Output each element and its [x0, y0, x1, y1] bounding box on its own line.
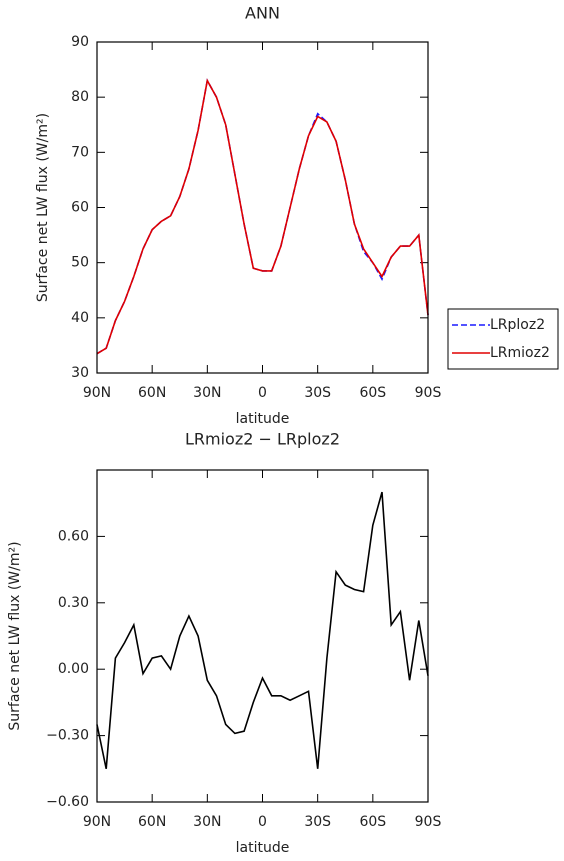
y-tick-label: 80	[71, 89, 89, 105]
x-tick-label: 30S	[304, 814, 331, 830]
x-tick-label: 30S	[304, 385, 331, 401]
x-tick-label: 30N	[193, 385, 221, 401]
x-tick-label: 0	[258, 814, 267, 830]
y-tick-label: 0.60	[58, 528, 89, 544]
y-tick-label: 50	[71, 255, 89, 271]
y-tick-label: 30	[71, 365, 89, 381]
x-tick-label: 60N	[138, 385, 166, 401]
chart-title: LRmioz2 − LRploz2	[185, 430, 340, 449]
y-tick-label: −0.60	[46, 794, 89, 810]
plot-frame	[96, 41, 429, 374]
y-tick-label: 0.00	[58, 661, 89, 677]
x-tick-label: 60S	[359, 385, 386, 401]
x-tick-label: 90N	[83, 385, 111, 401]
x-tick-label: 90S	[415, 814, 442, 830]
x-tick-label: 0	[258, 385, 267, 401]
data-line	[96, 491, 429, 769]
x-tick-label: 60S	[359, 814, 386, 830]
x-axis-label: latitude	[236, 840, 290, 856]
legend-label: LRploz2	[490, 317, 545, 333]
x-tick-label: 90S	[415, 385, 442, 401]
y-tick-label: −0.30	[46, 728, 89, 744]
y-tick-label: 60	[71, 200, 89, 216]
chart-title: ANN	[245, 4, 280, 23]
legend-box	[447, 308, 559, 370]
x-axis-label: latitude	[236, 411, 290, 427]
legend-label: LRmioz2	[490, 345, 550, 361]
plot-frame	[96, 469, 429, 803]
y-tick-label: 0.30	[58, 595, 89, 611]
x-tick-label: 60N	[138, 814, 166, 830]
x-tick-label: 30N	[193, 814, 221, 830]
y-tick-label: 90	[71, 34, 89, 50]
x-tick-label: 90N	[83, 814, 111, 830]
y-tick-label: 40	[71, 310, 89, 326]
data-line	[96, 78, 429, 355]
data-line	[96, 78, 429, 355]
y-tick-label: 70	[71, 144, 89, 160]
y-axis-label: Surface net LW flux (W/m²)	[7, 541, 23, 730]
y-axis-label: Surface net LW flux (W/m²)	[35, 113, 51, 302]
